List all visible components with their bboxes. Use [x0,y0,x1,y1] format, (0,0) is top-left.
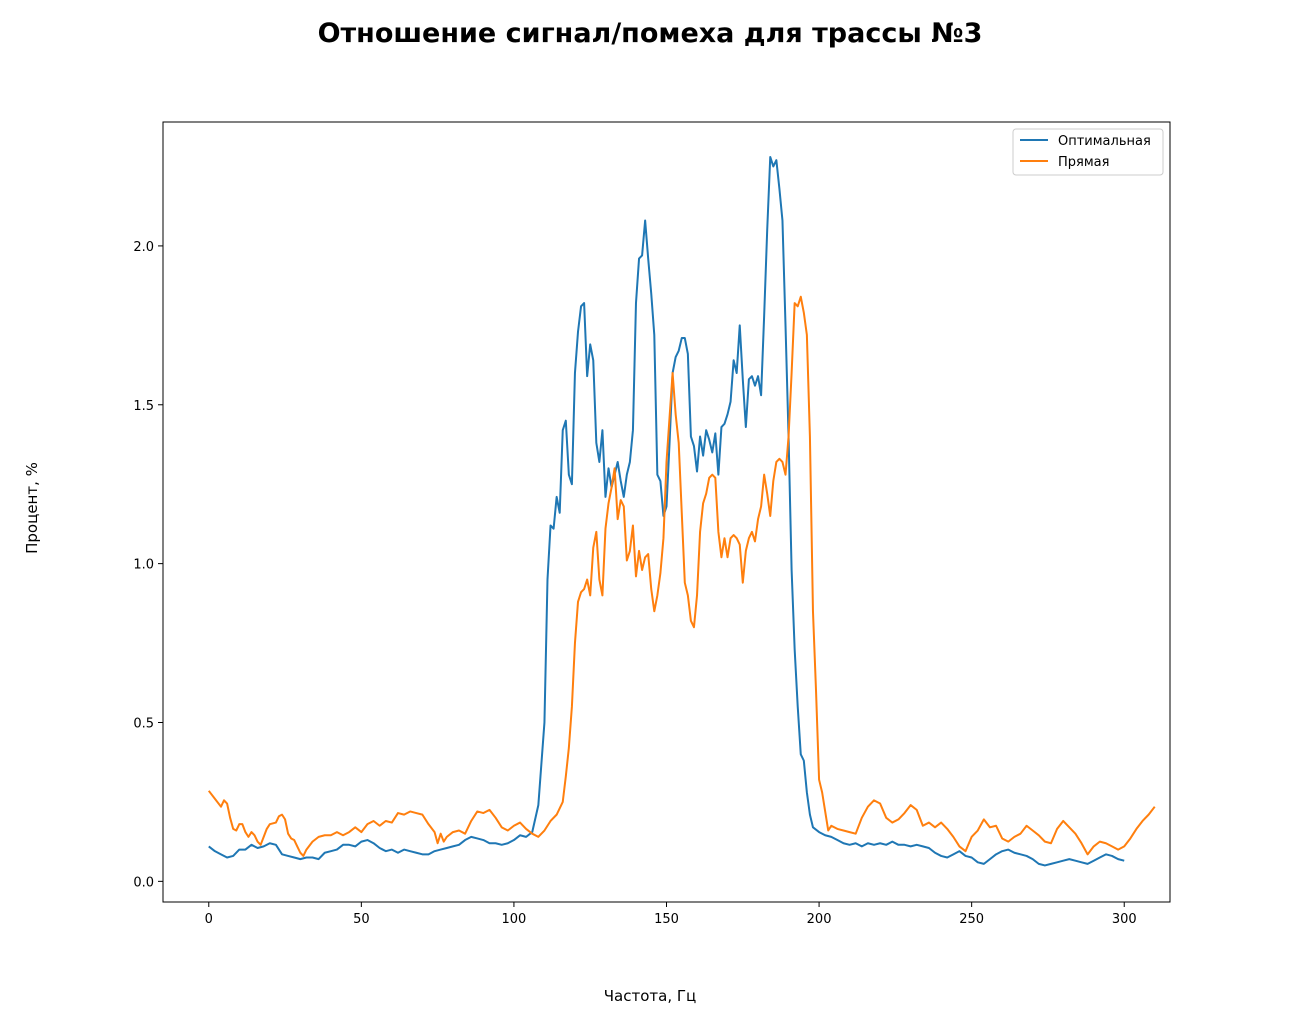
legend-label-2: Прямая [1058,155,1109,170]
x-tick-label: 0 [205,912,213,927]
x-tick-label: 200 [807,912,832,927]
x-axis-label: Частота, Гц [604,987,696,1005]
x-tick-label: 300 [1112,912,1137,927]
legend-box [1012,128,1164,176]
y-tick-label: 1.5 [133,399,154,414]
x-tick-label: 250 [959,912,984,927]
x-tick-label: 100 [502,912,527,927]
plot-area: 0 50 100 150 200 250 300 0.0 0.5 1.0 1.5 2.0 Оптимал… [133,121,1171,927]
x-tick-label: 150 [654,912,679,927]
y-tick-label: 2.0 [133,240,154,255]
series-line-2 [207,295,1156,857]
y-tick-label: 1.0 [133,558,154,573]
y-tick-label: 0.0 [133,875,154,890]
y-axis-label: Процент, % [23,462,41,554]
legend-label-1: Оптимальная [1058,134,1151,149]
chart-title: Отношение сигнал/помеха для трассы №3 [318,18,983,49]
y-tick-label: 0.5 [133,716,154,731]
x-tick-label: 50 [353,912,370,927]
